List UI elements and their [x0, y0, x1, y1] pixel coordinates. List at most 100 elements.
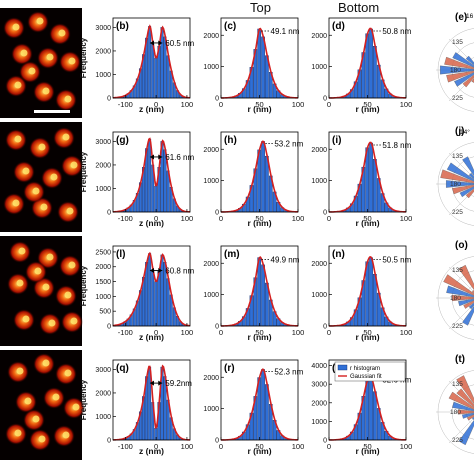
fluorescence-spot-core [68, 261, 76, 269]
polar-wedge [458, 264, 474, 291]
arrow-head-right [158, 380, 163, 386]
fit-label: 60.8 nm [165, 267, 194, 276]
y-axis-label: Frequency [79, 379, 88, 420]
y-tick-label: 0 [323, 210, 327, 217]
column-header-bottom: Bottom [338, 0, 380, 15]
panel-label: (g) [116, 135, 129, 146]
y-tick-label: 0 [107, 96, 111, 103]
polar-tick-label: 135 [452, 381, 463, 388]
gaussian-fit-curve [220, 368, 299, 441]
polar-wedge [468, 172, 474, 180]
polar-wedge [452, 52, 474, 68]
x-axis-label: r (nm) [355, 218, 379, 228]
polar-tick-label: 180 [450, 409, 461, 416]
polar-tick-label: 180 [450, 295, 461, 302]
histogram-bar [154, 185, 158, 213]
polar-wedge [452, 184, 474, 195]
y-tick-label: 0 [107, 438, 111, 445]
x-tick-label: 50 [255, 328, 263, 337]
x-axis-label: r (nm) [247, 104, 271, 114]
y-tick-label: 2000 [95, 162, 111, 169]
fluorescence-spot-core [72, 403, 80, 411]
fluorescence-spot-core [24, 397, 32, 405]
x-axis-label: z (nm) [139, 332, 164, 342]
polar-grid-spoke [448, 417, 474, 444]
panel-label: (e) [455, 12, 467, 23]
x-tick-label: 50 [255, 214, 263, 223]
y-tick-label: 4000 [311, 363, 327, 370]
fluorescence-spot-core [70, 161, 78, 169]
histogram-bar [261, 264, 265, 327]
y-tick-label: 1000 [311, 292, 327, 299]
gaussian-fit-curve [328, 27, 407, 99]
microscopy-images [0, 8, 85, 460]
polar-wedge [462, 412, 474, 419]
histogram-bar [148, 26, 152, 99]
y-tick-label: 1000 [311, 419, 327, 426]
fluorescence-spot-core [14, 429, 22, 437]
panel-label: (i) [332, 135, 341, 146]
x-tick-label: 50 [363, 328, 371, 337]
x-tick-label: 0 [154, 100, 158, 109]
x-tick-label: 0 [154, 442, 158, 451]
y-tick-label: 500 [99, 309, 111, 316]
y-tick-label: 0 [215, 96, 219, 103]
histogram-bar [369, 257, 373, 327]
fit-label: 49.9 nm [271, 256, 300, 265]
polar-tick-label: 225 [452, 437, 463, 444]
polar-wedge [458, 298, 474, 307]
scale-bar [34, 110, 70, 113]
fluorescence-spot-core [22, 167, 30, 175]
polar-wedge [463, 300, 474, 309]
polar-wedge [457, 409, 474, 415]
polar-wedge [440, 169, 474, 184]
y-axis-label: Frequency [79, 265, 88, 306]
image-row-3 [0, 350, 85, 460]
x-axis-label: r (nm) [355, 446, 379, 456]
fit-label: 49.1 nm [271, 27, 300, 36]
fluorescence-spot-core [18, 247, 26, 255]
polar-tick-label: 225 [452, 323, 463, 330]
arrow-head-left [149, 268, 154, 274]
x-axis-label: r (nm) [247, 332, 271, 342]
histogram-bar [145, 262, 149, 327]
plot-frame [112, 17, 191, 99]
fluorescence-spot-core [36, 17, 44, 25]
polar-wedge [446, 162, 474, 182]
fit-label: 59.2nm [165, 379, 192, 388]
polar-wedge [465, 188, 474, 199]
polar-tick-label: 135 [452, 153, 463, 160]
fluorescence-spot-core [38, 435, 46, 443]
polar-grid-spoke [448, 266, 474, 293]
fluorescence-spot-core [66, 207, 74, 215]
polar-annotation: 14° [460, 128, 470, 136]
arrow-head-right [158, 154, 163, 160]
x-tick-label: -100 [118, 328, 133, 337]
panel-label: (b) [116, 21, 129, 32]
fluorescence-spot-core [16, 367, 24, 375]
y-tick-label: 1000 [95, 186, 111, 193]
x-tick-label: 0 [154, 214, 158, 223]
polar-wedge [458, 419, 474, 446]
fit-label: 60.5 nm [165, 39, 194, 48]
polar-panel-3: (t) 135 180 225 [436, 354, 474, 454]
fluorescence-spot-core [64, 291, 72, 299]
polar-wedge [452, 401, 474, 412]
polar-wedge [459, 186, 474, 198]
polar-wedge [448, 391, 474, 410]
x-tick-label: 0 [219, 100, 223, 109]
legend-box [334, 361, 406, 382]
histogram-bar [373, 391, 377, 441]
x-axis-label: z (nm) [139, 218, 164, 228]
x-axis-label: r (nm) [247, 218, 271, 228]
y-tick-label: 2000 [203, 33, 219, 40]
legend-swatch-hist [337, 364, 348, 371]
polar-grid-spoke [448, 303, 474, 330]
y-tick-label: 1000 [95, 294, 111, 301]
polar-wedge [446, 180, 474, 188]
